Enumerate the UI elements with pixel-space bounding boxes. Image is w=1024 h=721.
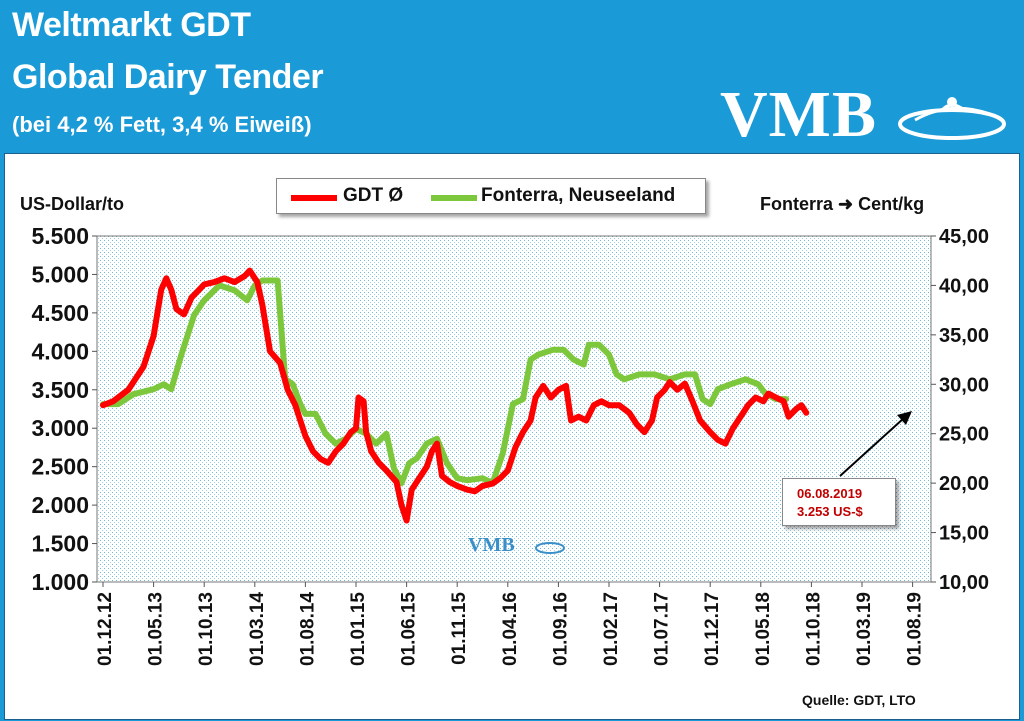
x-tick-label: 01.02.17 <box>601 592 622 666</box>
y-axis-right-label-unit: Cent/kg <box>858 194 925 214</box>
x-tick-label: 01.07.17 <box>652 592 673 666</box>
subtitle: (bei 4,2 % Fett, 3,4 % Eiweiß) <box>12 112 312 137</box>
y-left-tick-label: 1.500 <box>31 531 89 557</box>
x-tick-label: 01.01.15 <box>348 592 369 666</box>
watermark-swoosh-icon <box>535 542 565 554</box>
watermark-text: VMB <box>468 534 515 556</box>
title-line-2: Global Dairy Tender <box>12 58 324 96</box>
y-left-tick-label: 5.500 <box>31 223 89 249</box>
x-tick-label: 01.03.14 <box>247 592 268 666</box>
logo-swoosh-icon <box>898 97 1006 140</box>
x-tick-label: 01.04.16 <box>500 592 521 666</box>
legend-label-fonterra: Fonterra, Neuseeland <box>481 185 676 206</box>
watermark-logo: VMB <box>468 534 568 568</box>
x-tick-label: 01.05.13 <box>146 592 167 666</box>
x-tick-label: 01.09.16 <box>550 592 571 666</box>
y-right-tick-label: 10,00 <box>939 572 989 594</box>
x-tick-label: 01.08.14 <box>297 592 318 666</box>
legend-swatch-gdt <box>291 195 337 201</box>
y-axis-right-label: Fonterra ➜ Cent/kg <box>760 194 924 215</box>
legend-swatch-fonterra <box>431 195 477 201</box>
y-right-tick-label: 45,00 <box>939 226 989 248</box>
x-tick-label: 01.08.19 <box>905 592 926 666</box>
y-axis-right-label-prefix: Fonterra <box>760 194 834 214</box>
x-tick-label: 01.05.18 <box>753 592 774 666</box>
x-tick-label: 01.12.12 <box>95 592 116 666</box>
right-arrow-icon: ➜ <box>838 194 854 214</box>
source-note: Quelle: GDT, LTO <box>802 692 916 708</box>
vmb-logo: VMB <box>720 80 1010 150</box>
legend-label-gdt: GDT Ø <box>343 185 404 206</box>
annotation-box: 06.08.2019 3.253 US-$ <box>782 478 896 526</box>
y-left-tick-label: 2.000 <box>31 492 89 518</box>
annotation-arrowhead-icon <box>897 411 912 425</box>
x-tick-label: 01.06.15 <box>399 592 420 666</box>
legend: GDT Ø Fonterra, Neuseeland <box>276 178 706 214</box>
x-tick-label: 01.12.17 <box>702 592 723 666</box>
logo-text: VMB <box>720 78 877 151</box>
series-line-gdt <box>100 267 810 524</box>
y-left-tick-label: 3.000 <box>31 415 89 441</box>
y-right-tick-label: 35,00 <box>939 325 989 347</box>
x-tick-label: 01.11.15 <box>449 592 470 665</box>
x-tick-label: 01.10.13 <box>196 592 217 666</box>
y-right-tick-label: 25,00 <box>939 424 989 446</box>
y-axis-left-label: US-Dollar/to <box>20 194 125 214</box>
y-left-tick-label: 3.500 <box>31 377 89 403</box>
x-tick-label: 01.03.19 <box>854 592 875 666</box>
y-left-tick-label: 4.000 <box>31 338 89 364</box>
y-right-tick-label: 40,00 <box>939 275 989 297</box>
y-right-tick-label: 20,00 <box>939 473 989 495</box>
y-left-tick-label: 4.500 <box>31 300 89 326</box>
y-left-tick-label: 2.500 <box>31 454 89 480</box>
y-left-tick-label: 5.000 <box>31 261 89 287</box>
y-right-tick-label: 15,00 <box>939 523 989 545</box>
annotation-value: 3.253 US-$ <box>797 504 863 519</box>
annotation-date: 06.08.2019 <box>797 486 863 501</box>
y-right-tick-label: 30,00 <box>939 374 989 396</box>
x-tick-label: 01.10.18 <box>803 592 824 666</box>
y-left-tick-label: 1.000 <box>31 569 89 595</box>
annotation-arrow <box>839 417 905 477</box>
title-line-1: Weltmarkt GDT <box>12 6 251 44</box>
